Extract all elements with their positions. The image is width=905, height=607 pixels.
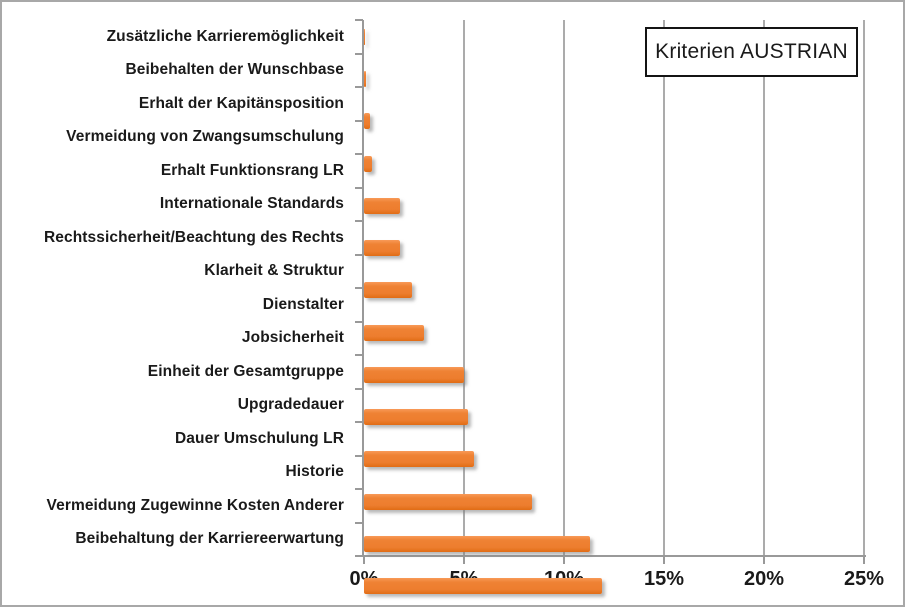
y-axis-tick — [355, 454, 363, 457]
bar — [364, 535, 590, 552]
bar-row — [364, 535, 864, 570]
category-label: Rechtssicherheit/Beachtung des Rechts — [43, 228, 344, 246]
category-row: Upgradedauer — [6, 389, 354, 423]
bar-row — [364, 493, 864, 528]
x-axis-tick — [363, 557, 365, 564]
category-row: Historie — [6, 456, 354, 490]
y-axis-tick — [355, 153, 363, 155]
bar — [364, 366, 464, 383]
bar-row — [364, 451, 864, 485]
y-axis-tick — [355, 220, 363, 222]
bar — [364, 282, 412, 299]
x-tick-label: 25% — [843, 568, 885, 590]
category-row: Dauer Umschulung LR — [6, 422, 354, 456]
category-axis-labels: Zusätzliche Karrieremöglichkeit Beibehalt… — [6, 20, 354, 556]
category-label: Historie — [285, 463, 344, 481]
category-row: Vermeidung Zugewinne Kosten Anderer — [6, 489, 354, 523]
bar-row — [364, 282, 864, 316]
y-axis-tick — [355, 86, 363, 88]
category-row: Rechtssicherheit/Beachtung des Rechts — [6, 221, 354, 255]
bar-row — [364, 28, 864, 63]
y-axis-tick — [355, 52, 363, 55]
category-row: Jobsicherheit — [6, 322, 354, 356]
bar-row — [364, 71, 864, 105]
category-row: Dienstalter — [6, 288, 354, 322]
category-label: Jobsicherheit — [241, 329, 344, 347]
y-axis-tick — [355, 488, 363, 490]
bar — [364, 28, 365, 45]
bar — [364, 113, 370, 130]
bar — [364, 493, 532, 510]
legend-box: Kriterien AUSTRIAN — [645, 27, 858, 77]
x-axis-line — [360, 555, 866, 557]
x-axis-tick — [763, 557, 765, 564]
bar — [364, 578, 602, 594]
bar — [364, 197, 400, 214]
category-label: Erhalt der Kapitänsposition — [138, 94, 344, 112]
plot-area — [364, 20, 865, 594]
category-label: Vermeidung von Zwangsumschulung — [66, 128, 344, 146]
y-axis-tick — [355, 555, 363, 557]
bar-row — [364, 155, 864, 190]
gridline — [663, 20, 665, 556]
category-label: Beibehalten der Wunschbase — [125, 61, 344, 79]
category-label: Dienstalter — [262, 295, 344, 313]
y-axis-tick — [355, 253, 363, 256]
gridline — [563, 20, 565, 556]
gridline — [463, 20, 465, 556]
bar-row — [364, 113, 864, 147]
y-axis-line — [362, 20, 364, 557]
category-row: Erhalt der Kapitänsposition — [6, 87, 354, 121]
category-row: Einheit der Gesamtgruppe — [6, 355, 354, 389]
x-axis-tick — [663, 557, 665, 564]
y-axis-tick — [355, 521, 363, 524]
bar-row — [364, 578, 864, 605]
bar — [364, 324, 424, 341]
category-label: Upgradedauer — [237, 396, 344, 414]
category-label: Einheit der Gesamtgruppe — [147, 362, 344, 380]
bar — [364, 240, 400, 256]
x-axis-tick — [563, 557, 565, 564]
y-axis-tick — [355, 421, 363, 423]
category-row: Zusätzliche Karrieremöglichkeit — [6, 20, 354, 54]
category-label: Vermeidung Zugewinne Kosten Anderer — [46, 496, 344, 514]
y-axis-tick — [355, 354, 363, 356]
bar-row — [364, 409, 864, 443]
y-axis-tick — [355, 19, 363, 21]
x-tick-label: 15% — [643, 568, 685, 590]
y-axis-tick — [355, 287, 363, 289]
bar — [364, 155, 372, 172]
bar — [364, 409, 468, 425]
category-row: Klarheit & Struktur — [6, 255, 354, 289]
y-axis-tick — [355, 186, 363, 189]
x-tick-label: 20% — [743, 568, 785, 590]
category-label: Zusätzliche Karrieremöglichkeit — [106, 27, 344, 45]
category-row: Erhalt Funktionsrang LR — [6, 154, 354, 188]
category-row: Beibehaltung der Karriereerwartung — [6, 523, 354, 557]
category-label: Internationale Standards — [159, 195, 344, 213]
x-axis-tick — [463, 557, 465, 564]
category-row: Vermeidung von Zwangsumschulung — [6, 121, 354, 155]
y-axis-tick — [355, 387, 363, 390]
category-row: Beibehalten der Wunschbase — [6, 54, 354, 88]
bar-row — [364, 324, 864, 359]
legend-label: Kriterien AUSTRIAN — [655, 40, 848, 63]
x-axis-tick — [863, 557, 865, 564]
category-label: Dauer Umschulung LR — [175, 429, 344, 447]
y-axis-tick — [355, 119, 363, 122]
bar-row — [364, 366, 864, 401]
category-row: Internationale Standards — [6, 188, 354, 222]
category-label: Erhalt Funktionsrang LR — [160, 161, 344, 179]
gridline — [863, 20, 865, 556]
bar — [364, 451, 474, 468]
bar-row — [364, 240, 864, 274]
y-axis-tick — [355, 320, 363, 323]
gridline — [763, 20, 765, 556]
category-label: Beibehaltung der Karriereerwartung — [75, 530, 344, 548]
bar — [364, 71, 366, 87]
bar-row — [364, 197, 864, 232]
category-label: Klarheit & Struktur — [204, 262, 344, 280]
